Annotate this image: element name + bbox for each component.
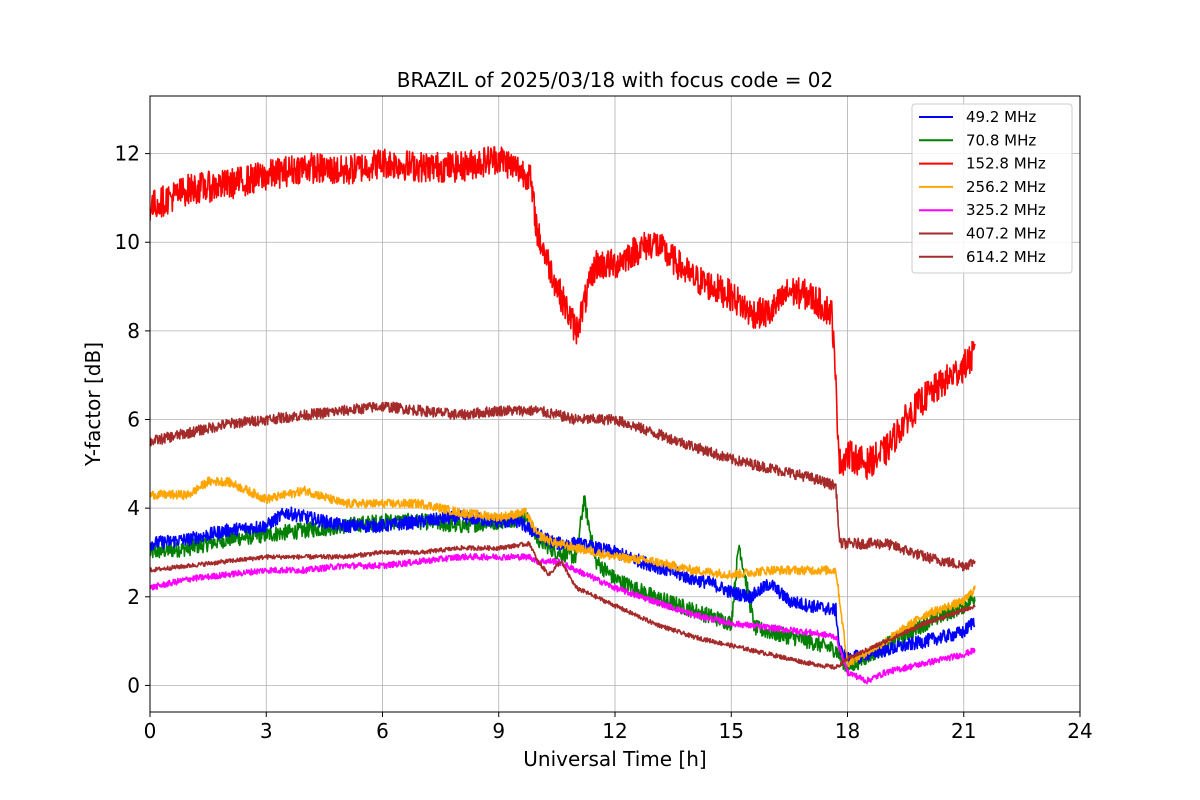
legend-label: 614.2 MHz	[966, 248, 1046, 266]
legend-box	[911, 103, 1073, 274]
x-axis-label: Universal Time [h]	[523, 747, 706, 771]
x-tick-label: 21	[951, 719, 976, 743]
y-axis-label: Y-factor [dB]	[81, 342, 105, 467]
series-line	[150, 146, 976, 480]
legend-label: 256.2 MHz	[966, 178, 1046, 196]
chart-title: BRAZIL of 2025/03/18 with focus code = 0…	[397, 68, 834, 92]
legend-label: 49.2 MHz	[966, 108, 1036, 126]
series-line	[150, 540, 976, 670]
y-tick-label: 2	[127, 585, 140, 609]
x-ticks: 0 3 6 9 12 15 18 21 24	[144, 712, 1093, 743]
series-line	[150, 401, 976, 572]
x-tick-label: 18	[835, 719, 860, 743]
x-tick-label: 3	[260, 719, 273, 743]
y-tick-label: 10	[115, 230, 140, 254]
legend-label: 325.2 MHz	[966, 201, 1046, 219]
y-tick-label: 12	[115, 142, 140, 166]
x-tick-label: 9	[492, 719, 505, 743]
x-tick-label: 6	[376, 719, 389, 743]
legend-label: 152.8 MHz	[966, 155, 1046, 173]
y-tick-label: 4	[127, 496, 140, 520]
x-tick-label: 15	[719, 719, 744, 743]
y-tick-label: 0	[127, 673, 140, 697]
legend: 49.2 MHz 70.8 MHz 152.8 MHz 256.2 MHz 32…	[911, 103, 1073, 274]
legend-label: 70.8 MHz	[966, 131, 1036, 149]
series-line	[150, 552, 976, 685]
x-tick-label: 0	[144, 719, 157, 743]
y-ticks: 0 2 4 6 8 10 12	[115, 142, 150, 697]
y-tick-label: 8	[127, 319, 140, 343]
series-line	[150, 495, 976, 674]
x-tick-label: 12	[602, 719, 627, 743]
series-line	[150, 476, 976, 668]
legend-label: 407.2 MHz	[966, 225, 1046, 243]
series-layer	[150, 146, 976, 685]
y-tick-label: 6	[127, 408, 140, 432]
series-line	[150, 506, 976, 665]
x-tick-label: 24	[1067, 719, 1092, 743]
